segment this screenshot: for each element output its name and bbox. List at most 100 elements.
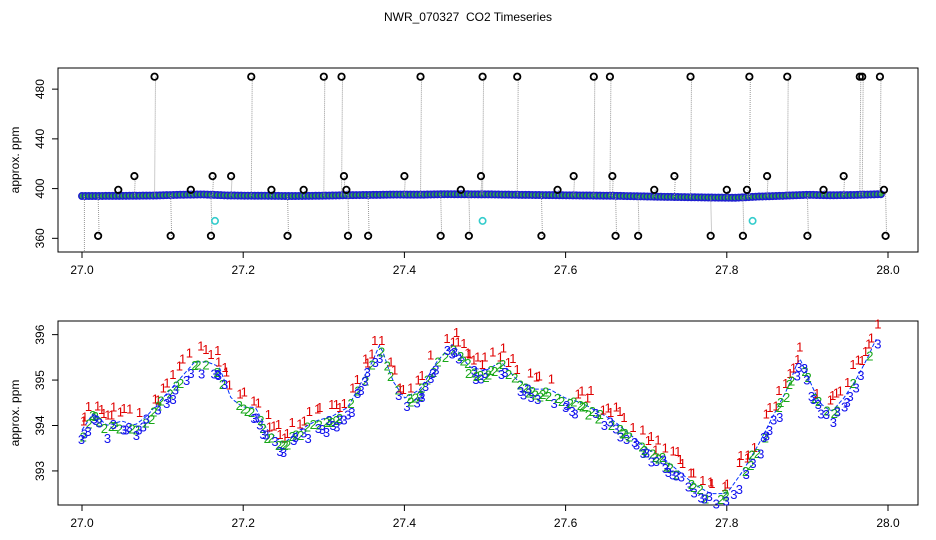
series-3-mark: 3 [422,379,429,394]
series-3-mark: 3 [592,406,599,421]
series-1-mark: 1 [120,401,127,416]
outlier-point [400,172,409,181]
series-1-mark: 1 [391,362,398,377]
series-1-mark: 1 [687,465,694,480]
mean-line [81,338,877,495]
series-3-mark: 3 [290,433,297,448]
raw-spike [540,195,543,236]
series-3-mark: 3 [280,445,287,460]
series-2-mark: 2 [214,365,221,380]
series-2-mark: 2 [748,447,755,462]
series-1-mark: 1 [775,383,782,398]
series-3-mark: 3 [198,366,205,381]
outlier-point [267,185,276,194]
series-2-mark: 2 [539,387,546,402]
series-1-mark: 1 [328,397,335,412]
outlier-point [605,72,615,81]
series-3-mark: 3 [271,434,278,449]
series-3-mark: 3 [85,424,92,439]
series-3-mark: 3 [617,430,624,445]
series-3-mark: 3 [612,421,619,436]
series-2-mark: 2 [558,394,565,409]
series-2-mark: 2 [786,377,793,392]
series-1-mark: 1 [707,474,714,489]
x-tick-label: 27.8 [715,516,739,530]
series-2-mark: 2 [142,416,149,431]
series-2-mark: 2 [619,426,626,441]
outlier-point [650,185,659,194]
series-3-mark: 3 [757,446,764,461]
series-2-mark: 2 [776,400,783,415]
series-3-mark: 3 [776,410,783,425]
series-3-mark: 3 [534,392,541,407]
series-2-mark: 2 [617,422,624,437]
series-2-mark: 2 [722,489,729,504]
series-3-mark: 3 [143,412,150,427]
y-tick-label: 360 [33,228,47,248]
series-1-mark: 1 [100,406,107,421]
series-2-mark: 2 [471,365,478,380]
series-1-mark: 1 [160,381,167,396]
series-3-mark: 3 [403,399,410,414]
series-2-mark: 2 [643,445,650,460]
series-1-mark: 1 [371,333,378,348]
series-1-mark: 1 [288,415,295,430]
series-3-mark: 3 [154,402,161,417]
series-2-mark: 2 [416,389,423,404]
series-1-mark: 1 [354,372,361,387]
series-1-mark: 1 [275,417,282,432]
series-3-mark: 3 [701,492,708,507]
series-3-mark: 3 [315,421,322,436]
series-3-mark: 3 [524,382,531,397]
series-3-mark: 3 [221,377,228,392]
series-2-mark: 2 [788,374,795,389]
series-1-mark: 1 [255,396,262,411]
outlier-point [339,172,349,181]
series-1-mark: 1 [578,384,585,399]
outlier-point [186,185,195,194]
outlier-point [875,72,885,81]
series-1-mark: 1 [514,362,521,377]
series-3-mark: 3 [455,352,462,367]
outlier-point [342,185,351,194]
series-2-mark: 2 [248,405,255,420]
series-2-mark: 2 [567,396,574,411]
y-tick-label: 440 [33,129,47,149]
series-3-mark: 3 [550,396,557,411]
series-2-mark: 2 [801,364,808,379]
series-1-mark: 1 [155,392,162,407]
series-2-mark: 2 [128,422,135,437]
series-3-mark: 3 [300,425,307,440]
series-3-mark: 3 [451,345,458,360]
series-2-mark: 2 [638,440,645,455]
series-2-mark: 2 [407,394,414,409]
series-2-mark: 2 [577,398,584,413]
raw-spike [482,76,485,195]
series-2-mark: 2 [92,409,99,424]
flagged-point [210,216,219,225]
series-3-mark: 3 [471,363,478,378]
series-2-mark: 2 [690,480,697,495]
series-1-mark: 1 [721,479,728,494]
series-1-mark: 1 [306,404,313,419]
series-2-mark: 2 [111,419,118,434]
series-3-mark: 3 [364,365,371,380]
series-3-mark: 3 [643,445,650,460]
series-2-mark: 2 [663,459,670,474]
series-1-mark: 1 [301,413,308,428]
series-3-mark: 3 [852,381,859,396]
series-2-mark: 2 [354,384,361,399]
outlier-point [881,231,890,240]
y-tick-label: 396 [33,324,47,344]
series-3-mark: 3 [698,491,705,506]
x-tick-label: 27.4 [393,263,417,277]
series-2-mark: 2 [621,426,628,441]
series-2-mark: 2 [667,460,674,475]
series-3-mark: 3 [256,418,263,433]
series-1-mark: 1 [117,404,124,419]
series-1-mark: 1 [669,444,676,459]
series-3-mark: 3 [527,390,534,405]
x-tick-label: 27.0 [70,263,94,277]
raw-spike [726,189,729,198]
series-3-mark: 3 [333,419,340,434]
